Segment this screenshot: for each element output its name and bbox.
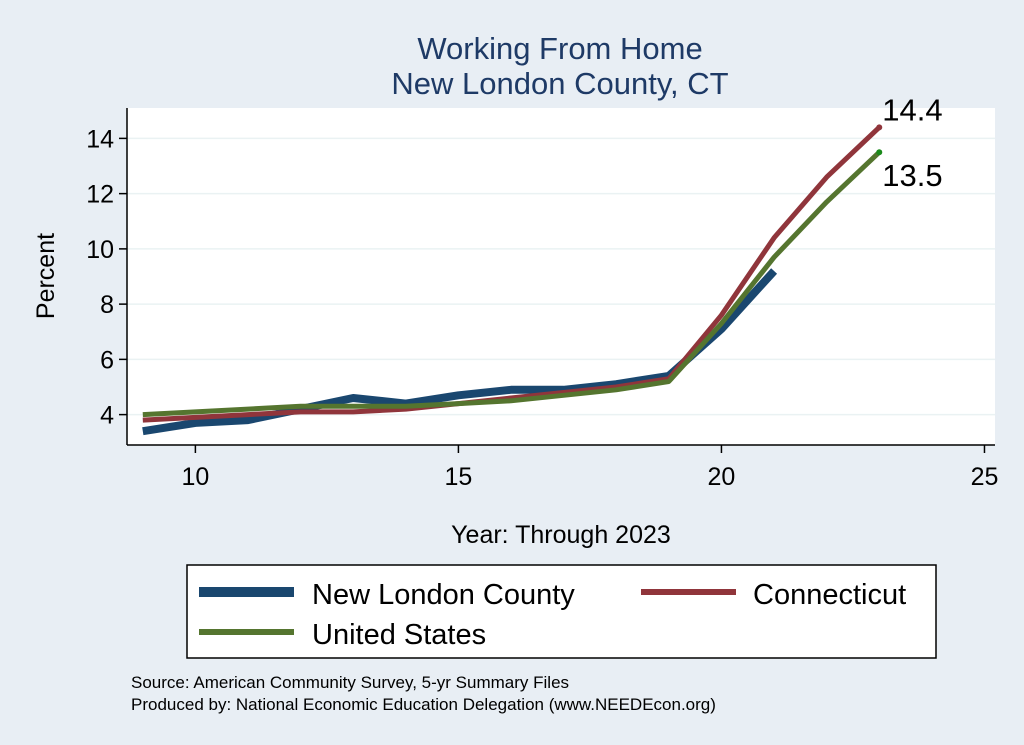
legend-label: New London County xyxy=(312,579,575,611)
chart-title-line-2: New London County, CT xyxy=(391,66,728,101)
legend-box xyxy=(186,564,937,659)
legend-label: United States xyxy=(312,619,486,651)
x-tick-label: 20 xyxy=(708,463,736,491)
y-tick-label: 10 xyxy=(86,236,114,264)
y-tick-label: 14 xyxy=(86,125,114,153)
endpoint-marker xyxy=(876,124,883,131)
legend: New London County Connecticut United State… xyxy=(199,579,906,651)
y-tick-label: 6 xyxy=(100,346,114,374)
y-tick-label: 4 xyxy=(100,402,114,430)
x-tick-label: 25 xyxy=(971,463,999,491)
axes: 4 6 8 10 12 14 10 15 20 25 xyxy=(86,108,998,491)
series-line-united-states xyxy=(142,150,882,418)
source-note: Source: American Community Survey, 5-yr … xyxy=(131,673,569,692)
producer-note: Produced by: National Economic Education… xyxy=(131,695,716,714)
y-tick-label: 8 xyxy=(100,291,114,319)
y-axis-title: Percent xyxy=(32,233,60,319)
end-value-label: 14.4 xyxy=(882,92,942,127)
series-lines xyxy=(142,125,882,436)
endpoint-marker xyxy=(876,149,883,156)
x-tick-label: 15 xyxy=(445,463,473,491)
y-tick-label: 12 xyxy=(86,181,114,209)
x-tick-label: 10 xyxy=(181,463,209,491)
chart-title-line-1: Working From Home xyxy=(417,31,702,66)
end-labels: 14.4 13.5 xyxy=(876,92,943,193)
x-axis-title: Year: Through 2023 xyxy=(451,521,671,549)
end-value-label: 13.5 xyxy=(882,158,942,193)
series-line-connecticut xyxy=(142,125,882,423)
legend-label: Connecticut xyxy=(753,579,906,611)
